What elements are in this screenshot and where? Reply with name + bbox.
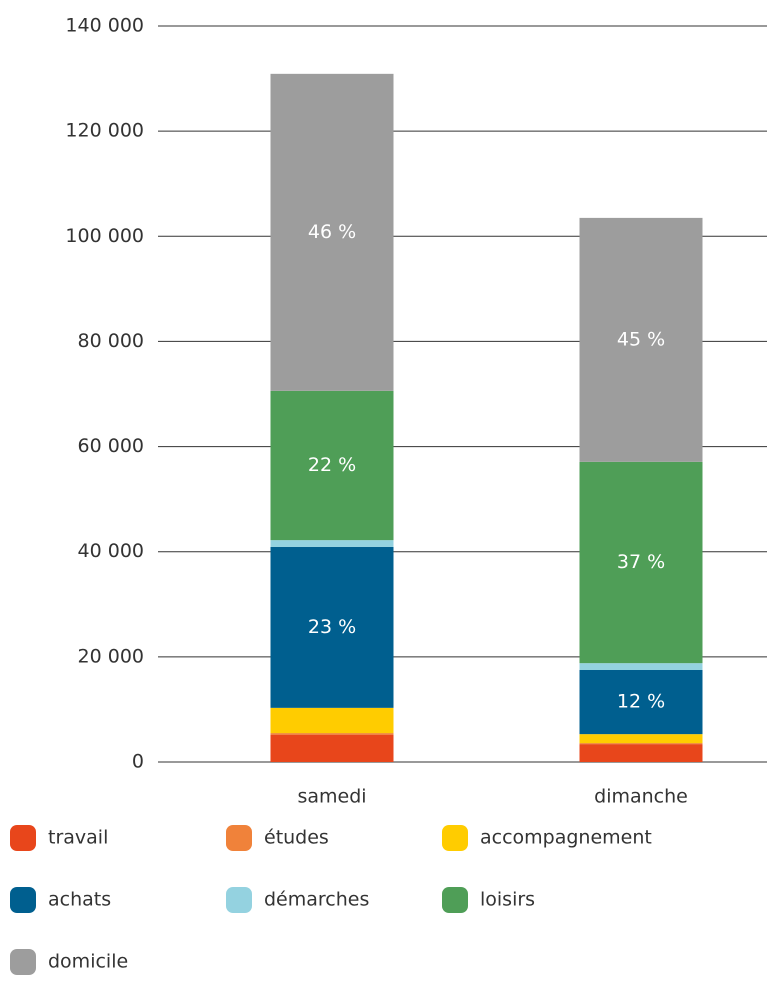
bar-segment [270,546,394,708]
bar-segment [270,733,394,735]
bar-segment [270,734,394,762]
share-label: 45 % [617,328,665,350]
y-tick-label: 140 000 [65,15,144,37]
y-tick-label: 80 000 [78,330,144,352]
bar-segment [270,73,394,391]
bar-segment [579,217,703,462]
bar-segment [579,670,703,735]
share-label: 12 % [617,691,665,713]
legend-swatch [442,887,468,913]
legend-swatch [10,825,36,851]
legend-label: domicile [48,951,128,973]
legend-label: accompagnement [480,827,652,849]
legend-swatch [442,825,468,851]
y-tick-label: 20 000 [78,645,144,667]
bar-segment [270,707,394,734]
share-label: 23 % [308,616,356,638]
legend-label: travail [48,827,108,849]
bar-segment [270,390,394,541]
bar-segment [579,461,703,664]
y-tick-label: 100 000 [65,225,144,247]
bar-segment [579,744,703,762]
y-tick-label: 60 000 [78,435,144,457]
legend-swatch [10,949,36,975]
share-label: 22 % [308,454,356,476]
bar-segment [579,734,703,744]
legend-label: démarches [264,889,369,911]
y-tick-label: 40 000 [78,540,144,562]
x-tick-label: dimanche [594,786,688,808]
legend-swatch [10,887,36,913]
legend-label: loisirs [480,889,535,911]
y-tick-label: 120 000 [65,120,144,142]
legend-label: achats [48,889,111,911]
share-label: 46 % [308,221,356,243]
share-label: 37 % [617,551,665,573]
bar-segment [579,663,703,670]
bar-segment [270,540,394,547]
x-tick-label: samedi [297,786,366,808]
legend-swatch [226,825,252,851]
y-tick-label: 0 [132,751,144,773]
legend-swatch [226,887,252,913]
bar-segment [579,743,703,745]
legend-label: études [264,827,329,849]
